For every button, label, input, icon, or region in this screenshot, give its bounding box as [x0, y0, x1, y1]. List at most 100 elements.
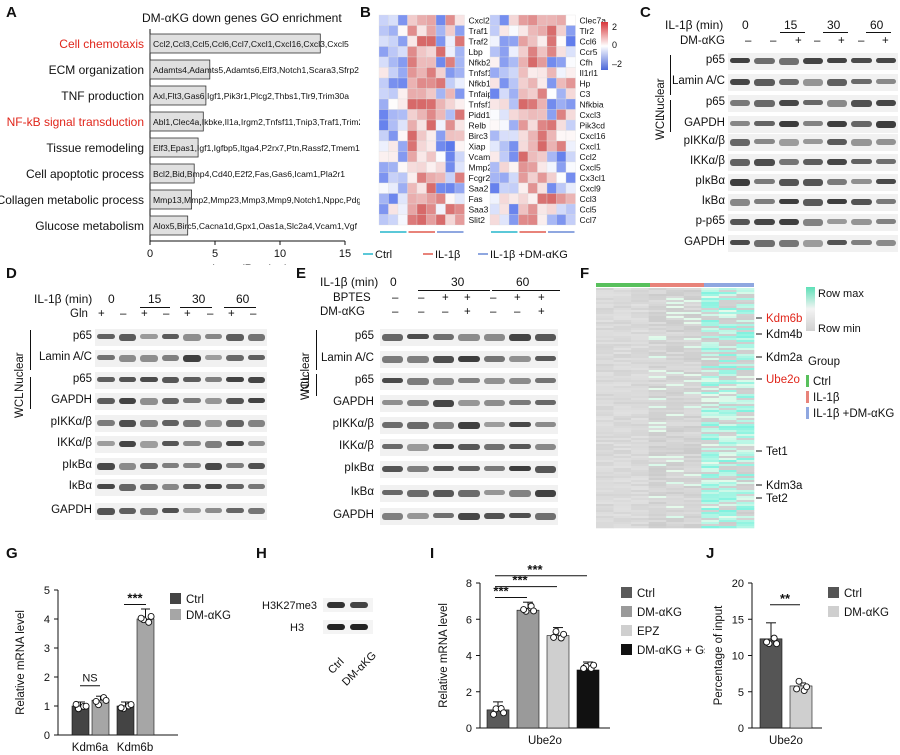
blot-band — [247, 508, 265, 514]
heat-cell — [648, 290, 667, 293]
heat-cell — [736, 470, 755, 473]
heat-cell — [648, 496, 667, 499]
blot-band — [118, 441, 136, 447]
right-heat-cell — [537, 172, 548, 184]
blot-band — [432, 490, 455, 497]
heat-cell — [613, 344, 632, 347]
blot-band — [183, 355, 201, 362]
heat-cell — [701, 300, 720, 303]
heat-cell — [736, 442, 755, 445]
heat-cell — [631, 418, 649, 421]
heat-cell — [596, 494, 614, 497]
heat-cell — [596, 312, 614, 315]
heat-cell — [648, 510, 667, 513]
heat-cell — [666, 384, 685, 387]
left-heat-cell — [388, 119, 399, 131]
dm-sign: + — [838, 35, 845, 47]
heat-cell — [701, 350, 720, 353]
heat-cell — [701, 498, 720, 501]
right-heat-cell — [565, 193, 576, 205]
heat-cell — [666, 420, 685, 423]
left-heat-cell — [416, 77, 427, 89]
panel-label-j: J — [706, 545, 715, 562]
heat-cell — [596, 400, 614, 403]
heat-cell — [718, 514, 737, 517]
heat-cell — [596, 448, 614, 451]
heat-cell — [613, 388, 632, 391]
heat-cell — [683, 288, 702, 291]
left-heat-cell — [397, 109, 408, 121]
heat-cell — [683, 352, 702, 355]
heat-cell — [701, 444, 720, 447]
term-label-6: Collagen metabolic process — [0, 193, 144, 207]
heat-cell — [701, 338, 720, 341]
panel-label-b: B — [360, 4, 371, 21]
heat-cell — [596, 436, 614, 439]
heat-cell — [648, 302, 667, 305]
heat-cell — [666, 474, 685, 477]
blot-band — [483, 334, 506, 341]
heat-cell — [666, 290, 685, 293]
right-heat-cell — [499, 203, 510, 215]
blot-band — [140, 398, 158, 405]
heat-cell — [613, 346, 632, 349]
heat-cell — [736, 294, 755, 297]
right-heat-cell — [546, 77, 557, 89]
heat-cell — [718, 442, 737, 445]
heat-cell — [596, 454, 614, 457]
heat-cell — [596, 458, 614, 461]
heat-cell — [613, 514, 632, 517]
dm-sign: – — [814, 35, 821, 47]
heat-cell — [596, 350, 614, 353]
heat-cell — [683, 330, 702, 333]
heat-cell — [701, 316, 720, 319]
heat-cell — [701, 290, 720, 293]
heat-cell — [596, 474, 614, 477]
right-heat-cell — [565, 182, 576, 194]
heat-cell — [683, 520, 702, 523]
heat-cell — [683, 418, 702, 421]
left-heat-cell — [378, 130, 389, 142]
right-heat-cell — [565, 119, 576, 131]
wcl-bracket — [316, 374, 317, 396]
heat-cell — [683, 420, 702, 423]
heat-cell — [718, 356, 737, 359]
heat-cell — [596, 500, 614, 503]
left-heat-cell — [445, 203, 456, 215]
heat-cell — [736, 428, 755, 431]
heat-cell — [613, 342, 632, 345]
bar-3 — [149, 111, 204, 132]
blot-strip — [380, 351, 558, 368]
left-heat-cell — [454, 88, 465, 100]
sig-label: ** — [780, 591, 791, 606]
left-heat-cell — [454, 25, 465, 37]
gln-sign: – — [120, 308, 127, 320]
right-heat-cell — [556, 109, 567, 121]
left-heat-cell — [426, 140, 437, 152]
blot-band — [534, 513, 556, 520]
heat-cell — [666, 430, 685, 433]
heat-cell — [701, 330, 720, 333]
left-heat-gene-label: Tnfsf14 — [469, 68, 498, 78]
left-heat-cell — [435, 88, 446, 100]
heat-cell — [596, 486, 614, 489]
left-heat-cell — [388, 161, 399, 173]
heat-cell — [683, 436, 702, 439]
heat-cell — [648, 300, 667, 303]
right-heat-cell — [508, 182, 519, 194]
heat-cell — [631, 526, 649, 529]
heat-cell — [718, 394, 737, 397]
dm-akg-header: DM-αKG — [680, 35, 725, 47]
gln-sign: + — [141, 308, 148, 320]
left-heat-cell — [397, 130, 408, 142]
heat-cell — [596, 498, 614, 501]
heat-cell — [596, 514, 614, 517]
blot-band — [140, 508, 158, 515]
heat-cell — [648, 486, 667, 489]
gene-list-6: Mmp13,Mmp2,Mmp23,Mmp3,Mmp9,Notch1,Nppc,P… — [153, 195, 360, 205]
blot-band — [183, 441, 201, 446]
heat-cell — [631, 404, 649, 407]
left-heat-cell — [435, 56, 446, 68]
blot-band — [226, 484, 244, 489]
heat-cell — [631, 454, 649, 457]
